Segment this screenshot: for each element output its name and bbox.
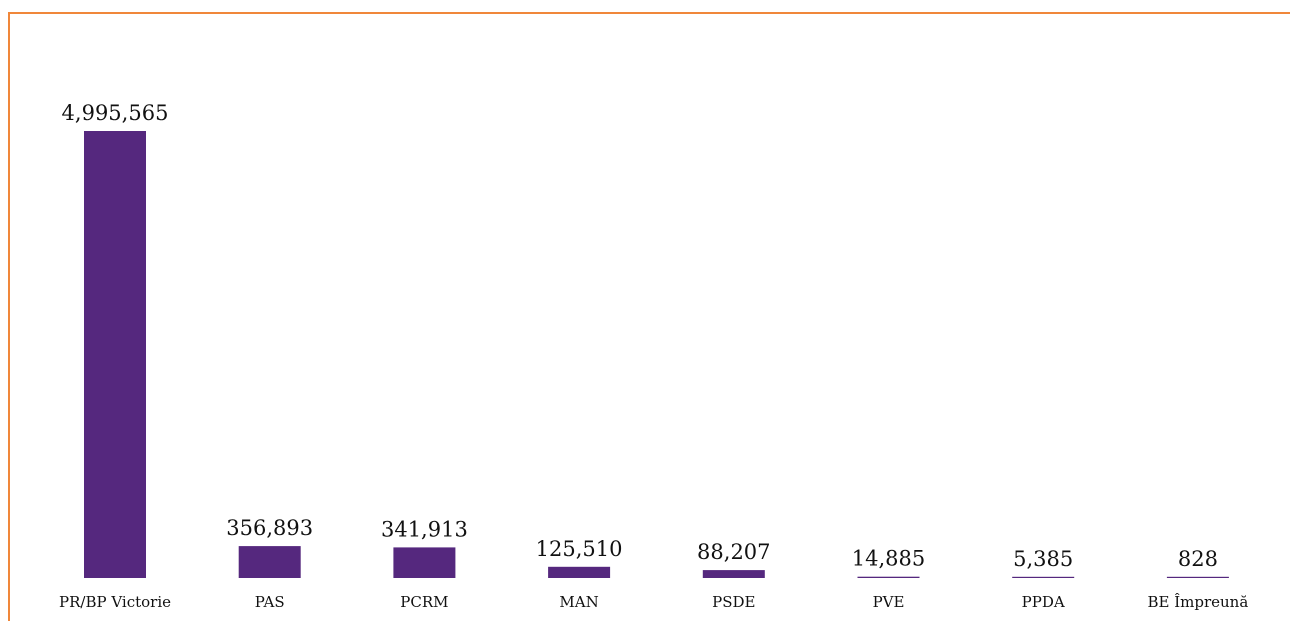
bar-5 xyxy=(857,576,920,578)
bar-6 xyxy=(1012,576,1075,578)
value-label-3: 125,510 xyxy=(536,537,623,561)
bar-4 xyxy=(702,570,765,578)
value-labels-group: 4,995,565 356,893 341,913 125,510 88,207 14,8… xyxy=(62,101,1218,571)
category-label-3: MAN xyxy=(559,593,598,611)
value-label-2: 341,913 xyxy=(381,517,468,541)
category-label-2: PCRM xyxy=(400,593,448,611)
bar-1 xyxy=(238,546,301,578)
category-label-7: BE Împreună xyxy=(1147,593,1248,611)
value-label-1: 356,893 xyxy=(226,516,313,540)
category-label-1: PAS xyxy=(255,593,285,611)
bar-3 xyxy=(548,566,611,578)
category-label-4: PSDE xyxy=(712,593,755,611)
value-label-6: 5,385 xyxy=(1013,547,1073,571)
category-label-5: PVE xyxy=(873,593,905,611)
category-label-0: PR/BP Victorie xyxy=(59,593,171,611)
value-label-7: 828 xyxy=(1178,547,1218,571)
category-labels-group: PR/BP Victorie PAS PCRM MAN PSDE PVE PPDA BE Îm… xyxy=(59,593,1248,611)
category-label-6: PPDA xyxy=(1022,593,1065,611)
bar-7 xyxy=(1166,576,1229,578)
value-label-4: 88,207 xyxy=(697,540,770,564)
bar-2 xyxy=(393,547,456,578)
value-label-0: 4,995,565 xyxy=(62,101,169,125)
bar-0 xyxy=(84,131,146,578)
value-label-5: 14,885 xyxy=(852,547,925,571)
bars-group xyxy=(84,131,1229,578)
chart-frame xyxy=(8,12,1290,621)
